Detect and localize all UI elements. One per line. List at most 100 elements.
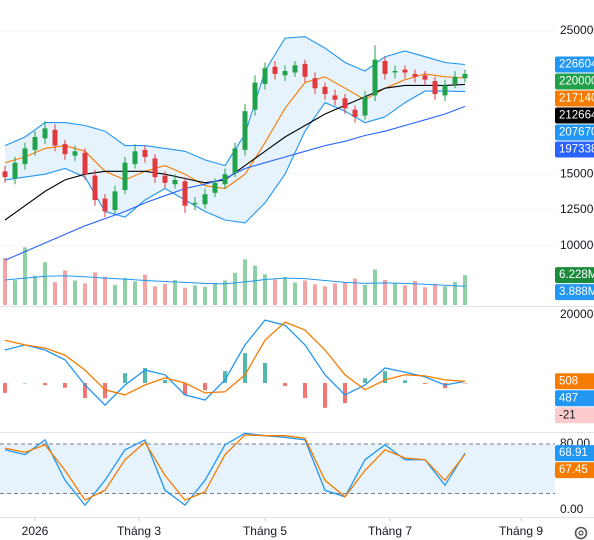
value-label-box	[555, 90, 594, 107]
candle-body	[172, 179, 178, 185]
candle-body	[262, 68, 268, 84]
histogram-bar	[23, 383, 27, 384]
value-label: 207670	[559, 126, 594, 138]
volume-bar	[213, 282, 217, 305]
volume-ma-line	[4, 275, 466, 287]
histogram-bar	[223, 371, 227, 384]
candle-body	[142, 149, 148, 158]
candle-body	[132, 151, 138, 165]
volume-bar	[283, 277, 287, 305]
candle-body	[202, 194, 208, 205]
candle-body	[52, 129, 58, 146]
candle-body	[302, 63, 308, 77]
settings-icon[interactable]	[574, 526, 588, 540]
candle-body	[312, 78, 318, 89]
histogram-bar	[303, 383, 307, 398]
histogram-bar	[403, 380, 407, 384]
volume-bar	[463, 275, 467, 305]
candle-body	[362, 96, 368, 116]
volume-bar	[423, 287, 427, 305]
histogram-bar	[363, 378, 367, 384]
x-tick-label: Tháng 5	[243, 524, 287, 538]
volume-bar	[43, 262, 47, 305]
histogram-bar	[43, 383, 47, 386]
candle-body	[332, 95, 338, 100]
histogram-bar	[283, 383, 287, 387]
candle-body	[342, 98, 348, 109]
value-label: 212664	[559, 109, 594, 121]
histogram-bar	[203, 383, 207, 391]
candle-body	[212, 182, 218, 193]
candle-body	[462, 73, 468, 79]
volume-bar	[23, 247, 27, 305]
value-label-box	[555, 445, 594, 462]
candle-body	[12, 162, 18, 179]
volume-bar	[153, 286, 157, 305]
candle-body	[2, 171, 8, 178]
candle-body	[442, 85, 448, 96]
volume-bar	[403, 285, 407, 305]
volume-bar	[123, 278, 127, 305]
volume-bar	[273, 279, 277, 305]
indicator-line	[4, 432, 466, 507]
value-label: -21	[559, 409, 576, 421]
volume-bar	[333, 283, 337, 305]
volume-bar	[93, 272, 97, 305]
candle-body	[372, 59, 378, 96]
volume-bar	[453, 281, 457, 305]
y-tick-label: 150000	[560, 166, 594, 180]
value-label-box	[555, 284, 594, 301]
x-tick-label: Tháng 3	[117, 524, 161, 538]
candle-body	[432, 81, 438, 94]
volume-bar	[83, 283, 87, 305]
histogram-bar	[63, 383, 67, 388]
volume-bar	[113, 284, 117, 305]
value-label-box	[555, 73, 594, 90]
candle-body	[422, 75, 428, 80]
value-label: 487	[559, 392, 578, 404]
x-tick-label: Tháng 9	[499, 524, 543, 538]
value-label-box	[555, 390, 594, 407]
indicator-line	[4, 434, 466, 501]
volume-bar	[163, 283, 167, 305]
volume-bar	[363, 284, 367, 305]
candle-body	[22, 148, 28, 165]
volume-bar	[313, 284, 317, 305]
volume-bar	[143, 274, 147, 305]
value-label: 226604	[559, 58, 594, 70]
candle-body	[42, 128, 48, 139]
volume-bar	[183, 287, 187, 305]
volume-bar	[3, 257, 7, 305]
candle-body	[242, 111, 248, 150]
value-label-box	[555, 107, 594, 124]
candle-body	[272, 66, 278, 74]
candle-body	[112, 191, 118, 211]
settings-icon-ring[interactable]	[574, 526, 588, 540]
histogram-bar	[383, 371, 387, 384]
candle-body	[412, 73, 418, 77]
histogram-bar	[323, 383, 327, 408]
indicator-line	[4, 321, 466, 396]
histogram-bar	[463, 383, 467, 384]
y-tick-label: 0.00	[560, 502, 584, 516]
volume-bar	[293, 282, 297, 305]
histogram-bar	[263, 362, 267, 384]
settings-icon-core[interactable]	[578, 530, 584, 536]
candle-body	[62, 144, 68, 155]
value-label: 220000	[559, 75, 594, 87]
volume-bar	[253, 265, 257, 305]
candle-body	[392, 71, 398, 73]
volume-bar	[323, 286, 327, 305]
histogram-bar	[423, 383, 427, 385]
value-label-box	[555, 56, 594, 73]
volume-bar	[233, 272, 237, 305]
value-label: 6.228M	[559, 269, 594, 281]
volume-bar	[103, 276, 107, 305]
volume-bar	[263, 274, 267, 305]
value-label-box	[555, 141, 594, 158]
histogram-bar	[243, 353, 247, 384]
volume-bar	[433, 283, 437, 305]
band-fill	[5, 36, 465, 223]
volume-bar	[203, 286, 207, 305]
